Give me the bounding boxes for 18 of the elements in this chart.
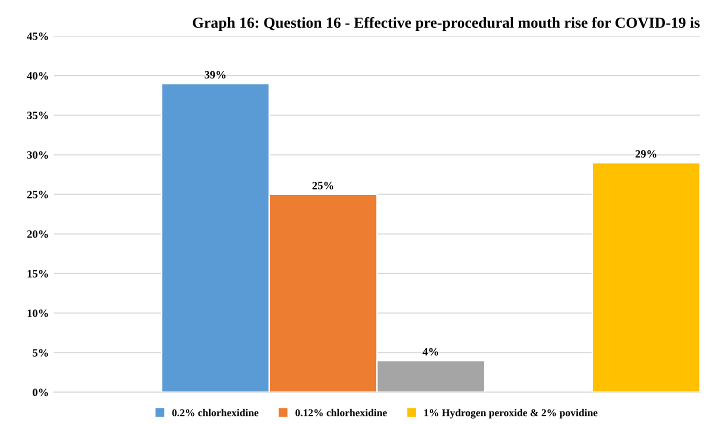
data-label: 39% (204, 70, 226, 79)
data-label: 25% (312, 182, 334, 190)
y-tick-label: 20% (27, 230, 48, 238)
legend-label: 0.2% chlorhexidine (172, 408, 258, 416)
y-tick-label: 25% (27, 190, 48, 198)
y-tick-label: 15% (28, 270, 48, 278)
legend-label: 0.12% chlorhexidine (295, 408, 387, 416)
y-tick-label: 5% (32, 349, 48, 357)
legend-label: 1% Hydrogen peroxide & 2% povidine (424, 408, 598, 418)
y-tick-label: 0% (32, 388, 48, 396)
chart-title: Graph 16: Question 16 - Effective pre-procedural mouth rise for COVID-19 is (192, 16, 700, 31)
y-tick-label: 45% (26, 32, 48, 40)
y-tick-label: 10% (28, 310, 48, 318)
y-tick-label: 35% (27, 112, 48, 120)
data-label: 29% (636, 150, 656, 158)
y-tick-label: 30% (27, 151, 48, 159)
data-label: 4% (422, 348, 438, 356)
y-tick-label: 40% (26, 72, 48, 80)
